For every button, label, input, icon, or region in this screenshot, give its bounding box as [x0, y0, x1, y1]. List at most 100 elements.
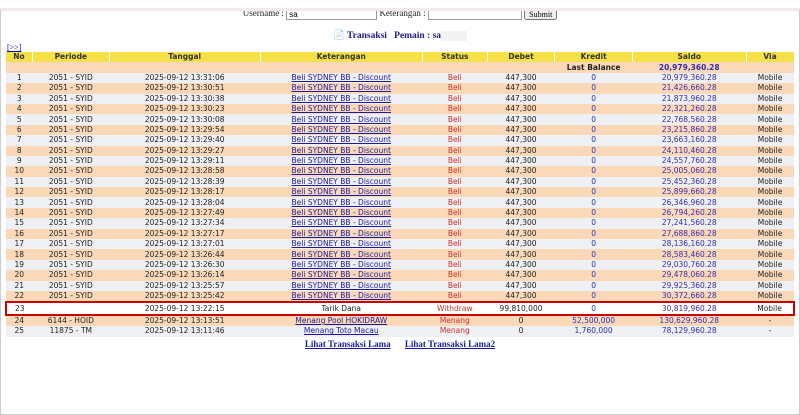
- keterangan-link[interactable]: Beli SYDNEY BB - Discount: [291, 83, 391, 93]
- keterangan-link[interactable]: Beli SYDNEY BB - Discount: [291, 260, 391, 269]
- lihat-transaksi-lama-link[interactable]: Lihat Transaksi Lama: [304, 338, 391, 349]
- keterangan-link[interactable]: Beli SYDNEY BB - Discount: [291, 280, 391, 290]
- page-frame: [0, 8, 800, 415]
- cell-tanggal: 2025-09-12 13:29:27: [109, 145, 261, 156]
- keterangan-link[interactable]: Beli SYDNEY BB - Discount: [291, 72, 391, 82]
- cell-debet: 447,300: [487, 83, 555, 94]
- keterangan-link[interactable]: Beli SYDNEY BB - Discount: [291, 145, 391, 155]
- cell-no: 17: [6, 239, 33, 250]
- cell-debet: 447,300: [487, 176, 555, 188]
- cell-kredit: 0: [554, 301, 633, 316]
- table-row: 21 2051 - SYID 2025-09-12 13:25:57 Beli SYD…: [6, 280, 794, 291]
- cell-periode: 2051 - SYID: [32, 280, 110, 291]
- cell-periode: 2051 - SYID: [32, 187, 110, 198]
- cell-saldo: 29,925,360.28: [632, 280, 747, 291]
- cell-debet: 447,300: [487, 114, 555, 125]
- cell-periode: 2051 - SYID: [32, 259, 110, 271]
- cell-tanggal: 2025-09-12 13:27:49: [109, 207, 261, 219]
- lihat-transaksi-lama2-link[interactable]: Lihat Transaksi Lama2: [404, 338, 496, 349]
- cell-status: Beli: [422, 93, 488, 104]
- cell-status: Beli: [422, 239, 488, 250]
- cell-tanggal: 2025-09-12 13:26:44: [109, 249, 261, 260]
- last-balance-row: Last Balance 20,979,360.28: [6, 62, 794, 73]
- cell-status: Menang: [422, 314, 488, 327]
- keterangan-link[interactable]: Beli SYDNEY BB - Discount: [291, 208, 391, 218]
- cell-periode: 2051 - SYID: [32, 145, 110, 156]
- cell-periode: 2051 - SYID: [32, 218, 110, 229]
- table-row: 19 2051 - SYID 2025-09-12 13:26:30 Beli SYD…: [6, 259, 794, 271]
- cell-keterangan: Beli SYDNEY BB - Discount: [260, 93, 423, 104]
- keterangan-link[interactable]: Beli SYDNEY BB - Discount: [291, 135, 391, 145]
- cell-tanggal: 2025-09-12 13:27:34: [109, 218, 261, 229]
- column-header: Kredit: [554, 52, 633, 63]
- cell-no: 24: [6, 314, 33, 327]
- cell-kredit: 0: [554, 239, 633, 250]
- cell-debet: 447,300: [487, 218, 555, 229]
- keterangan-link[interactable]: Beli SYDNEY BB - Discount: [291, 176, 391, 186]
- cell-via: Mobile: [746, 280, 794, 291]
- cell-via: Mobile: [746, 72, 794, 84]
- cell-debet: 447,300: [487, 197, 555, 208]
- keterangan-link[interactable]: Beli SYDNEY BB - Discount: [291, 156, 391, 166]
- keterangan-link[interactable]: Beli SYDNEY BB - Discount: [291, 239, 391, 249]
- column-header: Periode: [32, 52, 110, 63]
- cell-tanggal: 2025-09-12 13:29:54: [109, 124, 261, 136]
- table-row: 8 2051 - SYID 2025-09-12 13:29:27 Beli SYDN…: [6, 145, 794, 156]
- cell-via: Mobile: [746, 166, 794, 177]
- cell-no: 25: [6, 326, 33, 337]
- cell-tanggal: 2025-09-12 13:30:23: [109, 103, 261, 115]
- cell-no: 10: [6, 166, 33, 177]
- cell-no: 9: [6, 155, 33, 167]
- cell-saldo: 29,030,760.28: [632, 259, 747, 271]
- cell-saldo: 29,478,060.28: [632, 270, 747, 281]
- cell-tanggal: 2025-09-12 13:30:08: [109, 114, 261, 125]
- table-row: 7 2051 - SYID 2025-09-12 13:29:40 Beli SYDN…: [6, 135, 794, 146]
- cell-via: Mobile: [746, 155, 794, 167]
- keterangan-link[interactable]: Beli SYDNEY BB - Discount: [291, 166, 391, 176]
- keterangan-link[interactable]: Beli SYDNEY BB - Discount: [291, 124, 391, 134]
- cell-status: Beli: [422, 270, 488, 281]
- cell-via: Mobile: [746, 114, 794, 125]
- keterangan-link[interactable]: Beli SYDNEY BB - Discount: [291, 249, 391, 259]
- keterangan-link[interactable]: Beli SYDNEY BB - Discount: [291, 104, 391, 114]
- cell-tanggal: 2025-09-12 13:25:57: [109, 280, 261, 291]
- keterangan-link[interactable]: Beli SYDNEY BB - Discount: [291, 218, 391, 228]
- keterangan-link[interactable]: Menang Toto Macau: [303, 326, 379, 336]
- cell-via: Mobile: [746, 93, 794, 104]
- cell-debet: 447,300: [487, 72, 555, 84]
- cell-via: Mobile: [746, 103, 794, 115]
- keterangan-link[interactable]: Beli SYDNEY BB - Discount: [291, 187, 391, 197]
- column-header: Debet: [487, 52, 556, 63]
- cell-via: Mobile: [746, 301, 795, 316]
- table-row: 9 2051 - SYID 2025-09-12 13:29:11 Beli SYDN…: [6, 155, 794, 167]
- cell-no: 20: [6, 270, 33, 281]
- cell-keterangan: Beli SYDNEY BB - Discount: [260, 259, 423, 271]
- cell-tanggal: 2025-09-12 13:29:40: [109, 135, 261, 146]
- keterangan-link[interactable]: Beli SYDNEY BB - Discount: [291, 228, 391, 238]
- cell-saldo: 22,768,560.28: [632, 114, 747, 125]
- cell-keterangan: Beli SYDNEY BB - Discount: [260, 155, 423, 167]
- column-header: Saldo: [632, 52, 747, 63]
- cell-debet: 447,300: [487, 290, 555, 303]
- cell-status: Beli: [422, 197, 488, 208]
- table-row: 23 2025-09-12 13:22:15 Tarik Dana Withdraw 9…: [4, 301, 795, 316]
- cell-debet: 0: [487, 314, 555, 327]
- column-header: Via: [746, 52, 795, 63]
- keterangan-link[interactable]: Menang Pool HOKIDRAW: [295, 315, 388, 325]
- keterangan-link[interactable]: Beli SYDNEY BB - Discount: [291, 197, 391, 207]
- cell-debet: 447,300: [487, 135, 555, 146]
- keterangan-link[interactable]: Beli SYDNEY BB - Discount: [291, 270, 391, 280]
- cell-periode: 2051 - SYID: [32, 270, 110, 281]
- next-link[interactable]: [>>]: [7, 43, 22, 52]
- cell-keterangan: Beli SYDNEY BB - Discount: [260, 103, 423, 115]
- cell-debet: 99,810,000: [487, 301, 555, 316]
- last-balance-value: 20,979,360.28: [632, 62, 747, 73]
- cell-no: 3: [6, 93, 33, 104]
- table-row: 20 2051 - SYID 2025-09-12 13:26:14 Beli SYD…: [6, 270, 794, 281]
- keterangan-link[interactable]: Beli SYDNEY BB - Discount: [291, 291, 391, 301]
- cell-via: Mobile: [746, 124, 794, 136]
- keterangan-link[interactable]: Beli SYDNEY BB - Discount: [291, 114, 391, 124]
- cell-tanggal: 2025-09-12 13:27:01: [109, 239, 261, 250]
- keterangan-link[interactable]: Beli SYDNEY BB - Discount: [291, 93, 391, 103]
- cell-kredit: 0: [554, 280, 633, 291]
